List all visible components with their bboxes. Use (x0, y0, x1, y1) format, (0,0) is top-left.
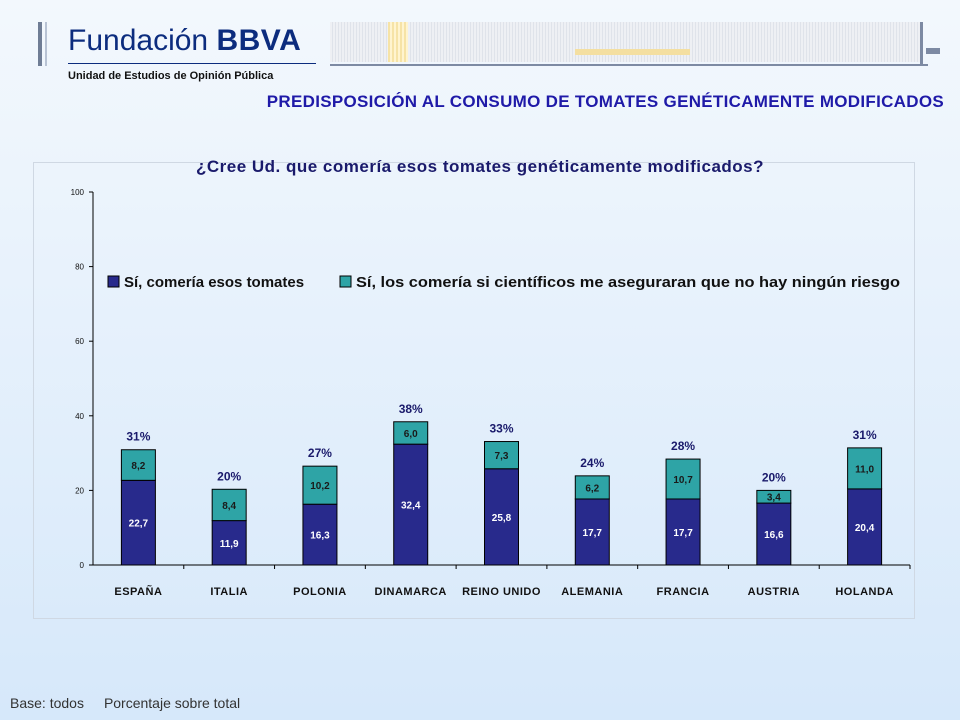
bar-segment-series-1 (211, 520, 247, 566)
logo-name: Fundación (68, 24, 209, 57)
segment-value-label: 10,2 (310, 481, 330, 492)
legend-swatch-series-2 (339, 275, 352, 288)
bar-segment-series-1 (393, 443, 429, 566)
deco-end-tab (926, 48, 940, 54)
bar-segment-series-1 (484, 468, 519, 566)
logo: Fundación BBVA Unidad de Estudios de Opi… (38, 18, 328, 86)
bar-segment-series-1 (120, 479, 156, 566)
bar-segment-series-1 (847, 488, 883, 566)
y-tick-label: 100 (71, 188, 85, 197)
segment-value-label: 6,0 (404, 429, 418, 440)
category-label: POLONIA (293, 586, 347, 598)
deco-accent-2 (575, 49, 690, 55)
segment-value-label: 11,9 (220, 539, 239, 550)
bar-segment-series-2 (211, 488, 247, 522)
category-label: AUSTRIA (748, 586, 800, 598)
total-label: 38% (399, 402, 423, 416)
bar-segment-series-2 (393, 421, 429, 445)
segment-value-label: 16,3 (310, 531, 330, 542)
legend-swatch-series-1 (107, 275, 120, 288)
segment-value-label: 3,4 (767, 493, 781, 504)
category-label: REINO UNIDO (462, 586, 541, 598)
footer-base: Base: todos (10, 695, 84, 711)
category-label: HOLANDA (835, 586, 894, 598)
category-label: ESPAÑA (114, 585, 162, 598)
segment-value-label: 8,2 (131, 461, 145, 472)
chart-title: ¿Cree Ud. que comería esos tomates genét… (195, 157, 765, 176)
segment-value-label: 8,4 (222, 501, 236, 512)
total-label: 27% (308, 446, 332, 460)
segment-value-label: 11,0 (855, 464, 874, 475)
total-label: 20% (762, 470, 786, 484)
segment-value-label: 25,8 (492, 513, 512, 524)
logo-wordmark: Fundación BBVA (68, 24, 301, 58)
header: Fundación BBVA Unidad de Estudios de Opi… (0, 0, 960, 90)
bar-segment-series-1 (756, 502, 792, 566)
category-label: ITALIA (210, 586, 248, 598)
total-label: 31% (853, 428, 877, 442)
deco-end (920, 22, 923, 66)
bar-segment-series-2 (484, 441, 519, 470)
bar-segment-series-2 (120, 449, 156, 481)
bar-segment-series-2 (302, 465, 338, 505)
y-tick-label: 80 (75, 263, 84, 272)
y-tick-label: 60 (75, 337, 84, 346)
category-label: FRANCIA (657, 586, 710, 598)
total-label: 20% (217, 469, 241, 483)
bar-segment-series-2 (665, 458, 701, 500)
total-label: 33% (489, 422, 513, 436)
header-decoration (330, 22, 944, 70)
bar-segment-series-2 (756, 489, 792, 504)
y-tick-label: 40 (75, 412, 84, 421)
segment-value-label: 32,4 (401, 501, 421, 512)
bar-segment-series-1 (302, 503, 338, 566)
y-tick-label: 0 (80, 561, 85, 570)
bar-segment-series-2 (847, 447, 883, 490)
segment-value-label: 7,3 (495, 451, 509, 462)
deco-line (330, 64, 928, 66)
legend-label-series-2: Sí, los comería si científicos me asegur… (356, 274, 900, 291)
segment-value-label: 10,7 (673, 475, 693, 486)
logo-brand: BBVA (216, 24, 302, 57)
legend-label-series-1: Sí, comería esos tomates (124, 274, 304, 291)
category-label: ALEMANIA (561, 586, 623, 598)
page-title: PREDISPOSICIÓN AL CONSUMO DE TOMATES GEN… (266, 92, 944, 111)
segment-value-label: 6,2 (585, 483, 599, 494)
deco-panel (330, 22, 920, 62)
logo-rule (68, 63, 316, 64)
footer: Base: todos Porcentaje sobre total (10, 695, 240, 711)
deco-accent-1 (388, 22, 408, 62)
logo-bar (38, 22, 42, 66)
total-label: 31% (126, 430, 150, 444)
segment-value-label: 20,4 (855, 523, 875, 534)
footer-note: Porcentaje sobre total (103, 695, 241, 711)
y-tick-label: 20 (75, 486, 84, 495)
segment-value-label: 17,7 (583, 528, 603, 539)
category-label: DINAMARCA (375, 586, 447, 598)
logo-bar-thin (45, 22, 47, 66)
segment-value-label: 16,6 (764, 530, 784, 541)
chart-frame (33, 162, 915, 619)
segment-value-label: 22,7 (129, 519, 149, 530)
logo-subtitle: Unidad de Estudios de Opinión Pública (68, 70, 274, 82)
total-label: 28% (671, 439, 695, 453)
total-label: 24% (580, 456, 604, 470)
bar-segment-series-2 (574, 475, 610, 500)
segment-value-label: 17,7 (673, 528, 693, 539)
